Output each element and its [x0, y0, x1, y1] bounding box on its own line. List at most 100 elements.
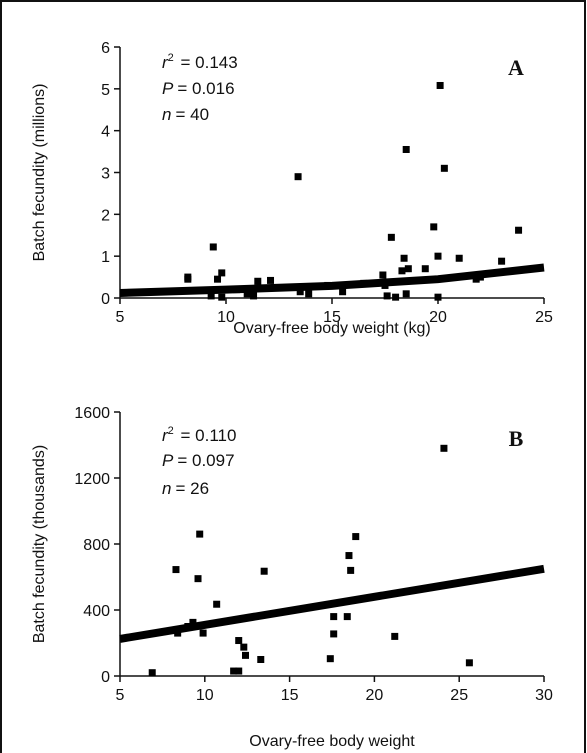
data-point: [174, 629, 182, 637]
y-tick-label: 800: [83, 537, 110, 554]
y-tick-label: 3: [101, 166, 110, 183]
data-point: [436, 81, 444, 89]
panel-a: 0 1 2 3 4 5 6 5 10 15 20 25 Batch fecundity (million…: [31, 40, 553, 337]
y-axis-title: Batch fecundity (thousands): [31, 445, 48, 643]
data-point: [402, 145, 410, 153]
data-point: [339, 288, 347, 296]
data-point: [440, 164, 448, 172]
data-point: [275, 284, 283, 292]
data-point: [184, 273, 192, 281]
y-tick-label: 400: [83, 603, 110, 620]
panel-letter: B: [509, 426, 524, 451]
stat-p-value: = 0.097: [177, 451, 234, 470]
data-point: [472, 275, 480, 283]
x-axis-title: Ovary-free body weight (kg): [233, 320, 430, 337]
y-tick-label: 4: [101, 124, 110, 141]
data-point: [515, 226, 523, 234]
data-point: [214, 275, 222, 283]
data-point: [379, 271, 387, 279]
data-point: [148, 669, 156, 677]
stat-r-symbol: r: [162, 53, 169, 72]
data-point: [324, 281, 332, 289]
y-tick-label: 0: [101, 291, 110, 308]
x-tick-label: 15: [323, 309, 341, 326]
data-point: [207, 292, 215, 300]
data-point: [194, 575, 202, 583]
data-point: [343, 613, 351, 621]
x-axis-title: Ovary-free body weight: [249, 733, 415, 750]
data-point: [434, 293, 442, 301]
stat-r-squared: r2 = 0.143: [162, 52, 238, 72]
regression-line: [119, 263, 545, 297]
data-point: [235, 667, 243, 675]
y-tick-label: 0: [101, 669, 110, 686]
data-point: [498, 257, 506, 265]
data-point: [213, 600, 221, 608]
data-point: [381, 281, 389, 289]
data-point: [400, 254, 408, 262]
x-tick-label: 10: [217, 309, 235, 326]
data-point: [326, 655, 334, 663]
data-point: [230, 667, 238, 675]
stat-r-value: = 0.143: [176, 53, 238, 72]
data-point: [347, 566, 355, 574]
y-tick-label: 1200: [74, 471, 110, 488]
stat-p-symbol: P: [162, 79, 174, 98]
data-point: [209, 243, 217, 251]
data-point: [242, 651, 250, 659]
data-point: [218, 293, 226, 301]
panel-b: 0 400 800 1200 1600 5 10 15 20 25 30 Batch fecundit…: [31, 405, 553, 750]
y-tick-label: 1: [101, 249, 110, 266]
data-point: [383, 292, 391, 300]
stat-r-exponent: 2: [168, 52, 174, 64]
data-point: [172, 566, 180, 574]
x-tick-label: 15: [281, 687, 299, 704]
data-point: [392, 293, 400, 301]
data-point: [235, 637, 243, 645]
y-axis-title: Batch fecundity (millions): [31, 84, 48, 262]
stat-n: n = 40: [162, 105, 209, 124]
data-point: [260, 567, 268, 575]
data-point: [404, 265, 412, 273]
y-tick-label: 6: [101, 40, 110, 57]
x-tick-label: 25: [450, 687, 468, 704]
data-point: [233, 286, 241, 294]
x-tick-label: 25: [535, 309, 553, 326]
data-point: [189, 618, 197, 626]
data-point: [305, 290, 313, 298]
stat-r-value: = 0.110: [176, 426, 237, 445]
stat-p: P = 0.016: [162, 79, 235, 98]
data-point: [440, 444, 448, 452]
data-point: [218, 269, 226, 277]
data-point: [402, 290, 410, 298]
stat-n-value: = 40: [175, 105, 209, 124]
data-point: [434, 252, 442, 260]
data-point: [254, 277, 262, 285]
data-point: [243, 290, 251, 298]
x-tick-label: 20: [366, 687, 384, 704]
x-tick-label: 10: [196, 687, 214, 704]
data-point: [330, 630, 338, 638]
data-point: [296, 288, 304, 296]
data-point: [240, 643, 248, 651]
data-point: [398, 267, 406, 275]
y-tick-label: 1600: [74, 405, 110, 422]
x-tick-label: 5: [116, 687, 125, 704]
data-point: [391, 632, 399, 640]
stat-n-symbol: n: [162, 479, 171, 498]
data-point: [250, 292, 258, 300]
data-point: [294, 173, 302, 181]
data-point: [476, 273, 484, 281]
data-point: [257, 656, 265, 663]
data-point: [267, 276, 275, 284]
stat-p-value: = 0.016: [177, 79, 234, 98]
data-point: [330, 613, 338, 621]
stat-n: n = 26: [162, 479, 209, 498]
stat-r-symbol: r: [162, 426, 169, 445]
data-point: [465, 659, 473, 667]
stat-r-exponent: 2: [168, 425, 174, 437]
data-point: [430, 223, 438, 231]
data-point: [352, 533, 360, 541]
